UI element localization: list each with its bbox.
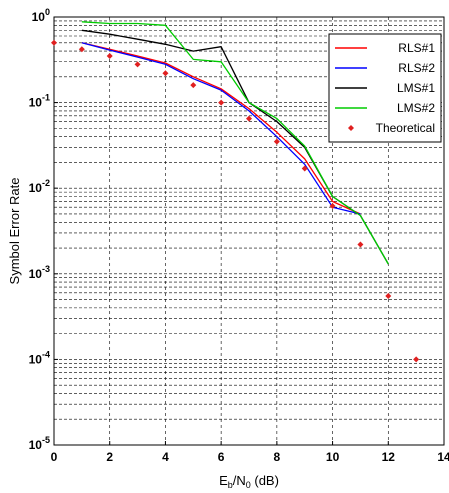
x-tick-label: 2 [106, 450, 113, 464]
y-tick-exponent: -4 [42, 349, 50, 359]
point-theoretical [51, 39, 57, 46]
point-theoretical [162, 70, 169, 77]
x-tick-label: 4 [162, 450, 169, 464]
legend: RLS#1 RLS#2 LMS#1 LMS#2 Theoretical [328, 33, 442, 143]
x-title-main: E [219, 473, 228, 488]
y-tick-label: 10-5 [29, 435, 50, 452]
series-line-rls-1 [81, 42, 361, 215]
y-tick-label: 10-2 [29, 178, 50, 195]
x-tick-label: 0 [51, 450, 58, 464]
y-axis-title: Symbol Error Rate [7, 178, 22, 285]
point-theoretical [385, 293, 392, 300]
legend-label-rls-1: RLS#1 [398, 41, 435, 55]
y-tick-exponent: 0 [45, 7, 50, 17]
y-tick-exponent: -5 [42, 435, 50, 445]
legend-label-lms-2: LMS#2 [397, 101, 435, 115]
x-tick-label: 14 [437, 450, 449, 464]
legend-label-theoretical: Theoretical [376, 121, 435, 135]
x-tick-label: 6 [218, 450, 225, 464]
legend-label-lms-1: LMS#1 [397, 81, 435, 95]
y-tick-base: 10 [29, 267, 43, 281]
legend-label-rls-2: RLS#2 [398, 61, 435, 75]
x-tick-label: 10 [326, 450, 340, 464]
x-title-tail: (dB) [251, 473, 279, 488]
y-tick-exponent: -2 [42, 178, 50, 188]
series-line-rls-2 [81, 42, 361, 215]
x-title-sub2: 0 [246, 480, 251, 490]
y-tick-base: 10 [29, 181, 43, 195]
point-theoretical [301, 165, 308, 172]
y-tick-base: 10 [29, 352, 43, 366]
x-tick-label: 12 [382, 450, 396, 464]
x-tick-label: 8 [274, 450, 281, 464]
point-theoretical [246, 115, 252, 122]
legend-marker-theoretical [348, 125, 354, 131]
x-title-mid: /N [233, 473, 246, 488]
series-layer [51, 21, 420, 363]
point-theoretical [218, 99, 225, 106]
series-line-lms-2 [81, 21, 389, 265]
y-tick-exponent: -3 [42, 264, 50, 274]
y-tick-label: 10-1 [29, 93, 50, 110]
point-theoretical [106, 53, 113, 60]
y-tick-exponent: -1 [42, 93, 50, 103]
y-tick-label: 10-4 [29, 349, 50, 366]
point-theoretical [413, 356, 420, 363]
point-theoretical [190, 82, 197, 89]
y-tick-base: 10 [29, 438, 43, 452]
point-theoretical [357, 241, 364, 248]
y-tick-base: 10 [29, 96, 43, 110]
point-theoretical [273, 138, 280, 145]
point-theoretical [134, 61, 141, 68]
x-axis-title: Eb/N0 (dB) [219, 473, 279, 490]
x-title-sub1: b [228, 480, 233, 490]
y-tick-base: 10 [32, 10, 46, 24]
point-theoretical [78, 46, 85, 53]
y-tick-label: 10-3 [29, 264, 50, 281]
y-tick-label: 100 [32, 7, 50, 24]
point-theoretical [329, 202, 336, 209]
